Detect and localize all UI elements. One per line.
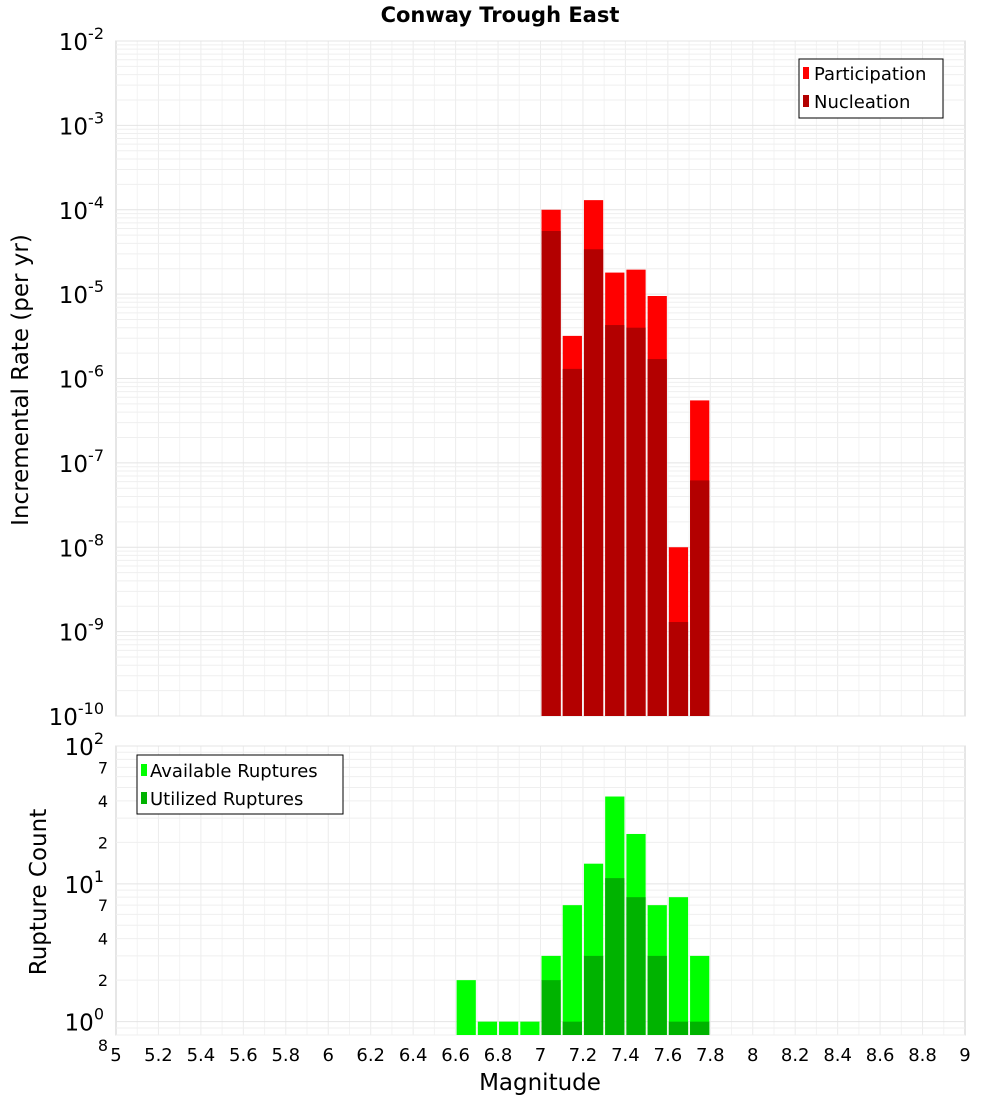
count-back-bar	[690, 955, 710, 1035]
rate-y-axis-label: Incremental Rate (per yr)	[8, 234, 34, 526]
count-front-bar	[605, 878, 625, 1035]
x-tick-label: 8.4	[823, 1045, 852, 1066]
rate-y-tick-label: 10-5	[59, 277, 104, 309]
rate-y-tick-label: 10-9	[59, 615, 104, 647]
rate-y-tick-label: 10-6	[59, 362, 104, 394]
rate-front-bar	[668, 622, 689, 716]
rate-panel: 10-10 10-9 10-8 10-7 10-6 10-5 10-4 10-3 10-2 In…	[8, 24, 966, 731]
nucleation-legend-swatch	[803, 95, 809, 107]
count-front-bar	[690, 1021, 710, 1035]
x-tick-label: 7.2	[569, 1045, 598, 1066]
count-y-tick-label: 102	[65, 729, 104, 761]
available-legend-label: Available Ruptures	[150, 761, 318, 782]
chart-title: Conway Trough East	[381, 3, 620, 27]
participation-legend-label: Participation	[814, 64, 926, 85]
count-y-minor-tick-label: 7	[98, 758, 108, 777]
count-legend: Available Ruptures Utilized Ruptures	[136, 754, 344, 815]
utilized-legend-label: Utilized Ruptures	[150, 789, 303, 810]
count-back-bar	[477, 1021, 498, 1035]
rate-y-tick-label: 10-8	[59, 530, 104, 562]
count-back-bar	[562, 905, 582, 1035]
count-front-bar	[541, 980, 561, 1035]
count-front-bar	[583, 955, 604, 1035]
count-y-minor-tick-label: 7	[98, 896, 108, 915]
rate-legend-box	[798, 58, 944, 119]
rate-front-bar	[541, 230, 561, 716]
rate-y-tick-label: 10-10	[49, 699, 104, 731]
count-y-minor-tick-label: 4	[98, 792, 108, 811]
x-tick-label: 6.8	[484, 1045, 513, 1066]
count-y-axis-label: Rupture Count	[26, 809, 52, 975]
rate-y-tick-label: 10-2	[59, 24, 104, 56]
available-legend-swatch	[141, 764, 147, 776]
count-y-tick-label: 101	[65, 867, 104, 899]
x-axis-label: Magnitude	[479, 1070, 601, 1096]
rate-front-bar	[647, 359, 667, 716]
rate-y-tick-label: 10-7	[59, 446, 104, 478]
utilized-legend-swatch	[141, 792, 147, 804]
rate-grid	[116, 40, 965, 717]
x-tick-label: 7.4	[611, 1045, 640, 1066]
x-tick-label: 7	[535, 1045, 546, 1066]
rate-front-bar	[562, 368, 582, 716]
count-y-tick-label: 100	[65, 1005, 104, 1037]
x-tick-label: 8.6	[866, 1045, 895, 1066]
count-panel: 100 101 102 8 2 4 7 2 4 7 Rupture Count Available…	[26, 729, 971, 1096]
x-tick-label: 5.4	[187, 1045, 216, 1066]
x-tick-label: 5.2	[144, 1045, 173, 1066]
nucleation-legend-label: Nucleation	[814, 92, 910, 113]
count-y-tick-labels: 100 101 102 8 2 4 7 2 4 7	[65, 729, 108, 1055]
count-y-minor-tick-label: 4	[98, 930, 108, 949]
x-tick-label: 6.4	[399, 1045, 428, 1066]
rate-front-bar	[690, 480, 710, 716]
rate-y-tick-label: 10-3	[59, 108, 104, 140]
x-tick-label: 5.6	[229, 1045, 258, 1066]
count-back-bar	[520, 1021, 540, 1035]
rate-front-bar	[583, 249, 604, 716]
rate-bars	[541, 200, 710, 716]
x-tick-label: 7.6	[654, 1045, 683, 1066]
count-back-bar	[456, 980, 476, 1035]
x-tick-label: 8.8	[908, 1045, 937, 1066]
rate-legend: Participation Nucleation	[798, 58, 944, 119]
count-front-bar	[626, 897, 646, 1035]
x-tick-label: 6.6	[441, 1045, 470, 1066]
count-legend-box	[136, 754, 344, 815]
x-tick-label: 5	[110, 1045, 121, 1066]
count-front-bar	[562, 1021, 582, 1035]
rate-y-tick-labels: 10-10 10-9 10-8 10-7 10-6 10-5 10-4 10-3 10-2	[49, 24, 104, 731]
count-y-minor-tick-label: 8	[98, 1036, 108, 1055]
x-tick-label: 8	[747, 1045, 758, 1066]
rate-front-bar	[626, 327, 646, 716]
rate-front-bar	[605, 325, 625, 716]
count-front-bar	[668, 1021, 689, 1035]
x-tick-label: 6.2	[356, 1045, 385, 1066]
count-bars	[456, 796, 710, 1035]
x-tick-label: 7.8	[696, 1045, 725, 1066]
count-y-minor-tick-label: 2	[98, 833, 108, 852]
x-tick-label: 6	[323, 1045, 334, 1066]
x-tick-label: 5.8	[271, 1045, 300, 1066]
count-back-bar	[668, 897, 689, 1035]
count-back-bar	[499, 1021, 519, 1035]
count-y-minor-tick-label: 2	[98, 971, 108, 990]
x-tick-labels: 5 5.2 5.4 5.6 5.8 6 6.2 6.4 6.6 6.8 7 7.2 7.4 7.6 7.8 8…	[110, 1045, 970, 1066]
x-tick-label: 9	[959, 1045, 970, 1066]
count-front-bar	[647, 955, 667, 1035]
x-tick-label: 8.2	[781, 1045, 810, 1066]
rate-y-tick-label: 10-4	[59, 193, 104, 225]
participation-legend-swatch	[803, 67, 809, 79]
